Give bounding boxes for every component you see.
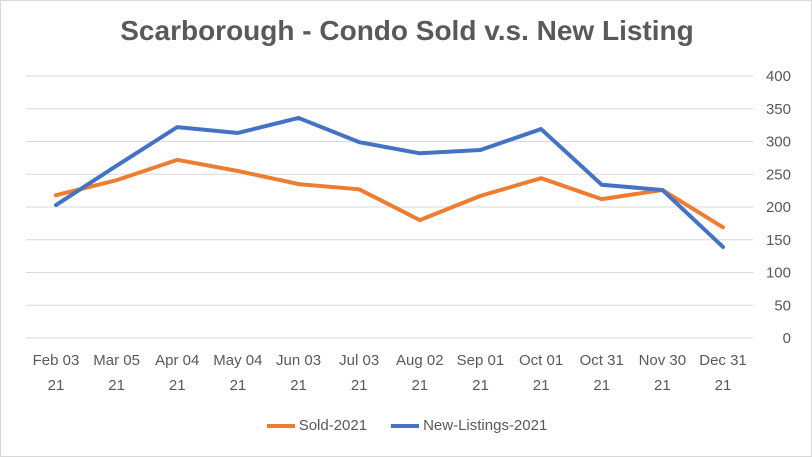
x-tick-label-year: 21: [593, 377, 610, 394]
legend: Sold-2021 New-Listings-2021: [1, 417, 811, 434]
y-tick-label: 150: [766, 232, 791, 249]
x-tick-label: Mar 05: [93, 352, 140, 369]
legend-swatch-new-listings: [391, 423, 420, 428]
x-tick-label-year: 21: [108, 377, 125, 394]
x-tick-label-year: 21: [169, 377, 186, 394]
legend-item-new-listings: New-Listings-2021: [391, 417, 547, 434]
x-tick-label-year: 21: [715, 377, 732, 394]
x-tick-label-year: 21: [48, 377, 65, 394]
x-tick-label-year: 21: [290, 377, 307, 394]
y-tick-label: 200: [766, 199, 791, 216]
x-tick-label: Oct 31: [580, 352, 624, 369]
x-tick-label: Aug 02: [396, 352, 444, 369]
legend-swatch-sold: [266, 423, 295, 428]
legend-item-sold: Sold-2021: [266, 417, 368, 434]
y-tick-label: 50: [774, 297, 791, 314]
x-tick-label: Dec 31: [699, 352, 747, 369]
x-tick-label-year: 21: [472, 377, 489, 394]
y-tick-label: 300: [766, 134, 791, 151]
y-tick-label: 0: [783, 330, 791, 347]
x-tick-label-year: 21: [533, 377, 550, 394]
x-tick-label: Nov 30: [639, 352, 687, 369]
x-tick-label-year: 21: [654, 377, 671, 394]
series-line-sold: [54, 157, 725, 230]
x-tick-label: Feb 03: [33, 352, 80, 369]
x-tick-label: Jun 03: [276, 352, 321, 369]
x-tick-label-year: 21: [230, 377, 247, 394]
x-tick-label: Jul 03: [339, 352, 379, 369]
y-tick-label: 100: [766, 265, 791, 282]
x-tick-label: Apr 04: [155, 352, 199, 369]
legend-label-sold: Sold-2021: [298, 417, 368, 434]
chart-title: Scarborough - Condo Sold v.s. New Listin…: [120, 15, 694, 46]
series-line-new-listings: [54, 115, 725, 249]
x-tick-label: Sep 01: [457, 352, 505, 369]
x-tick-label-year: 21: [411, 377, 428, 394]
y-tick-label: 250: [766, 166, 791, 183]
x-tick-label: Oct 01: [519, 352, 563, 369]
x-tick-label: May 04: [213, 352, 262, 369]
legend-label-new-listings: New-Listings-2021: [423, 417, 548, 434]
y-tick-label: 400: [766, 68, 791, 85]
y-tick-label: 350: [766, 101, 791, 118]
x-tick-label-year: 21: [351, 377, 368, 394]
